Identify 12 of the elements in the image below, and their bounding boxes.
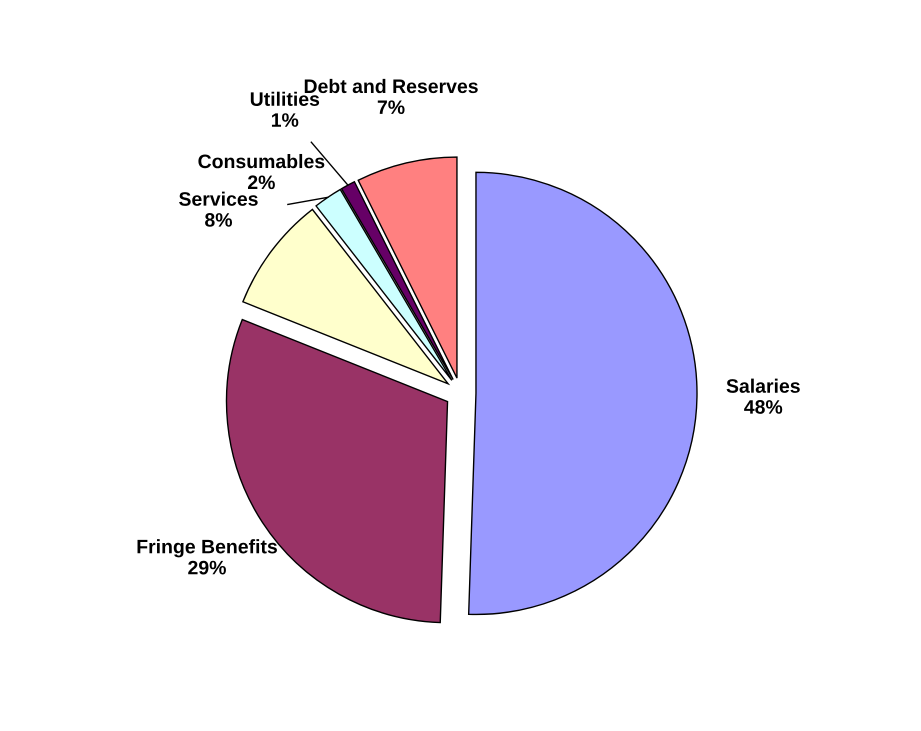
data-label: 29% [188, 560, 226, 574]
slice-label: Fringe Benefits [138, 539, 277, 558]
slice-label: Consumables [198, 154, 324, 168]
data-label: 8% [205, 213, 232, 227]
data-label: 2% [248, 175, 275, 190]
slice-label: Services [179, 192, 258, 206]
data-label: 7% [378, 100, 405, 114]
data-label: 48% [744, 400, 782, 414]
slice-label: Debt and Reserves [304, 78, 478, 94]
data-label: 1% [272, 113, 298, 127]
slice-label: Salaries [726, 378, 800, 393]
slice-label: Utilities [250, 92, 320, 106]
